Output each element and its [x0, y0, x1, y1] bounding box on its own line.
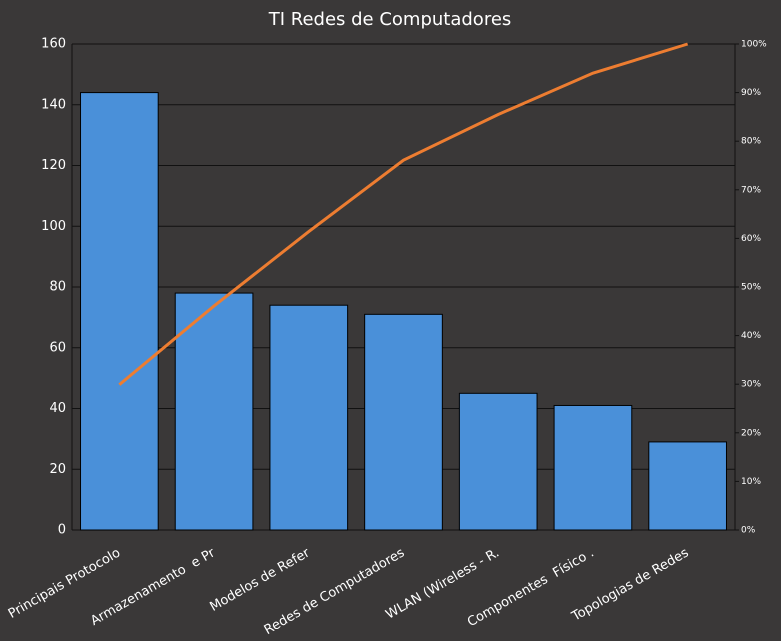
y2-tick-label: 30% [741, 380, 761, 390]
y2-tick-label: 80% [741, 137, 761, 147]
y2-tick-label: 0% [741, 526, 756, 536]
y2-tick-label: 60% [741, 234, 761, 244]
y-tick-label: 120 [41, 158, 66, 173]
y-tick-label: 40 [49, 401, 66, 416]
y2-tick-label: 10% [741, 477, 761, 487]
bar [458, 392, 538, 531]
bar [269, 304, 349, 531]
y-tick-label: 0 [58, 523, 66, 538]
bar [553, 404, 633, 531]
y-tick-label: 100 [41, 219, 66, 234]
bar [364, 313, 443, 531]
y2-tick-label: 50% [741, 283, 761, 293]
y2-tick-label: 90% [741, 88, 761, 98]
y-tick-label: 160 [41, 37, 66, 52]
y-tick-label: 20 [49, 462, 66, 477]
bar [80, 92, 159, 531]
y2-tick-label: 40% [741, 331, 761, 341]
chart-title: TI Redes de Computadores [268, 9, 512, 30]
y-tick-label: 80 [49, 280, 66, 295]
y-tick-label: 140 [41, 97, 66, 112]
y2-tick-label: 70% [741, 185, 761, 195]
bar [174, 292, 254, 531]
y-tick-label: 60 [49, 340, 66, 355]
bar [648, 441, 727, 531]
y2-tick-label: 100% [741, 40, 767, 50]
line [118, 42, 689, 386]
y2-tick-label: 20% [741, 428, 761, 438]
